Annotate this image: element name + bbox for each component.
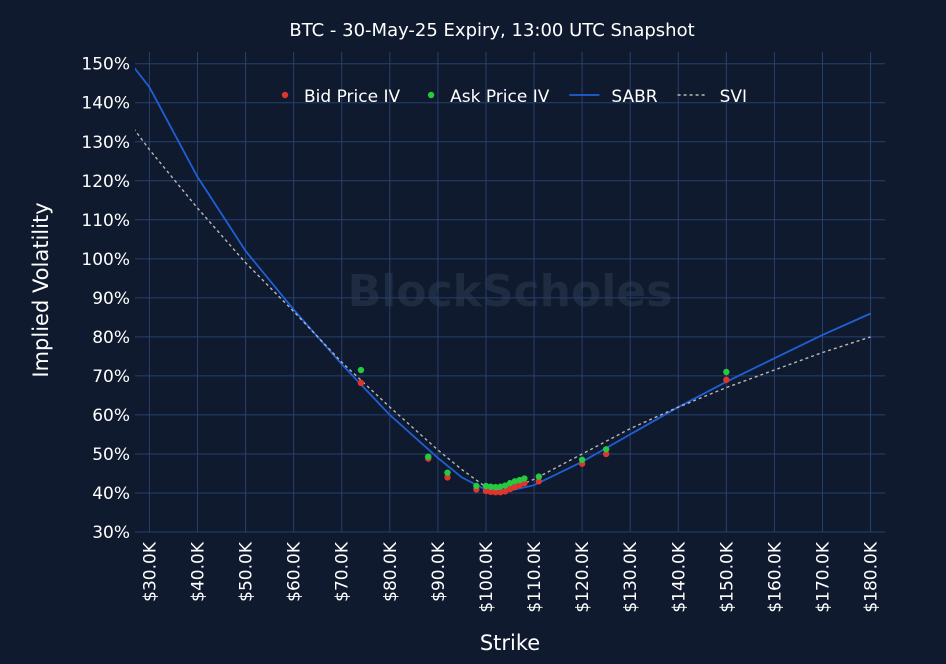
point-bid-price-iv [535,478,543,485]
y-tick-label: 40% [92,484,130,504]
point-bid-price-iv [723,376,730,384]
y-tick-label: 140% [81,94,130,114]
data-points [357,366,730,496]
point-bid-price-iv [602,450,610,458]
point-ask-price-iv [506,480,514,487]
x-tick-label: $110.0K [525,541,545,612]
point-ask-price-iv [492,483,499,491]
x-tick-label: $140.0K [669,541,689,612]
x-tick-label: $150.0K [717,541,737,612]
point-ask-price-iv [444,469,451,476]
point-bid-price-iv [506,485,514,493]
y-tick-label: 90% [92,289,130,309]
point-bid-price-iv [492,488,499,496]
x-axis-ticks: $30.0K $40.0K $50.0K $60.0K $70.0K $80.0K $90.… [140,541,881,612]
y-tick-label: 70% [92,367,130,387]
y-tick-label: 60% [92,406,130,426]
x-tick-label: $170.0K [814,541,834,612]
point-bid-price-iv [482,487,490,495]
point-ask-price-iv [578,456,586,464]
y-tick-label: 150% [81,55,130,75]
point-bid-price-iv [501,488,509,495]
point-bid-price-iv [497,488,504,496]
x-tick-label: $120.0K [573,541,593,612]
y-axis-label: Implied Volatility [29,202,53,377]
point-ask-price-iv [473,482,480,490]
legend-label-sabr: SABR [611,87,657,107]
legend-label-bid-price-iv: Bid Price IV [304,87,400,107]
x-tick-label: $60.0K [285,541,305,602]
chart-title: BTC - 30-May-25 Expiry, 13:00 UTC Snapsh… [289,20,694,41]
x-tick-label: $50.0K [237,541,257,602]
x-tick-label: $100.0K [477,541,497,612]
legend: Bid Price IV Ask Price IV SABR SVI [281,87,747,107]
point-ask-price-iv [602,446,610,453]
point-ask-price-iv [516,476,523,484]
point-ask-price-iv [723,368,730,376]
y-tick-label: 30% [92,523,130,543]
point-ask-price-iv [521,475,528,482]
legend-marker-bid-price-iv [281,91,289,99]
point-bid-price-iv [511,483,519,491]
point-ask-price-iv [535,473,543,480]
point-bid-price-iv [444,474,451,481]
y-axis-ticks: 30% 40% 50% 60% 70% 80% 90% 100% 110% 120% 130% 140… [81,55,130,543]
legend-label-svi: SVI [720,87,747,107]
point-ask-price-iv [497,483,504,490]
point-ask-price-iv [482,482,490,490]
point-ask-price-iv [425,453,432,460]
y-tick-label: 100% [81,250,130,270]
x-tick-label: $80.0K [381,541,401,602]
y-tick-label: 80% [92,328,130,348]
x-tick-label: $130.0K [621,541,641,612]
point-bid-price-iv [521,480,528,487]
legend-marker-ask-price-iv [427,91,435,99]
watermark: BlockScholes [348,266,673,317]
x-tick-label: $180.0K [862,541,882,612]
x-tick-label: $70.0K [333,541,353,602]
point-ask-price-iv [511,478,519,485]
y-tick-label: 120% [81,172,130,192]
point-ask-price-iv [487,483,494,490]
point-bid-price-iv [487,488,494,496]
legend-label-ask-price-iv: Ask Price IV [450,87,550,107]
y-tick-label: 110% [81,211,130,231]
grid [135,52,885,533]
y-tick-label: 130% [81,133,130,153]
x-tick-label: $160.0K [765,541,785,612]
point-ask-price-iv [501,482,509,489]
x-tick-label: $40.0K [189,541,209,602]
point-bid-price-iv [516,481,523,489]
x-tick-label: $30.0K [140,541,160,602]
x-tick-label: $90.0K [429,541,449,602]
x-axis-label: Strike [480,631,540,655]
point-bid-price-iv [357,379,365,387]
y-tick-label: 50% [92,445,130,465]
point-ask-price-iv [357,366,365,374]
